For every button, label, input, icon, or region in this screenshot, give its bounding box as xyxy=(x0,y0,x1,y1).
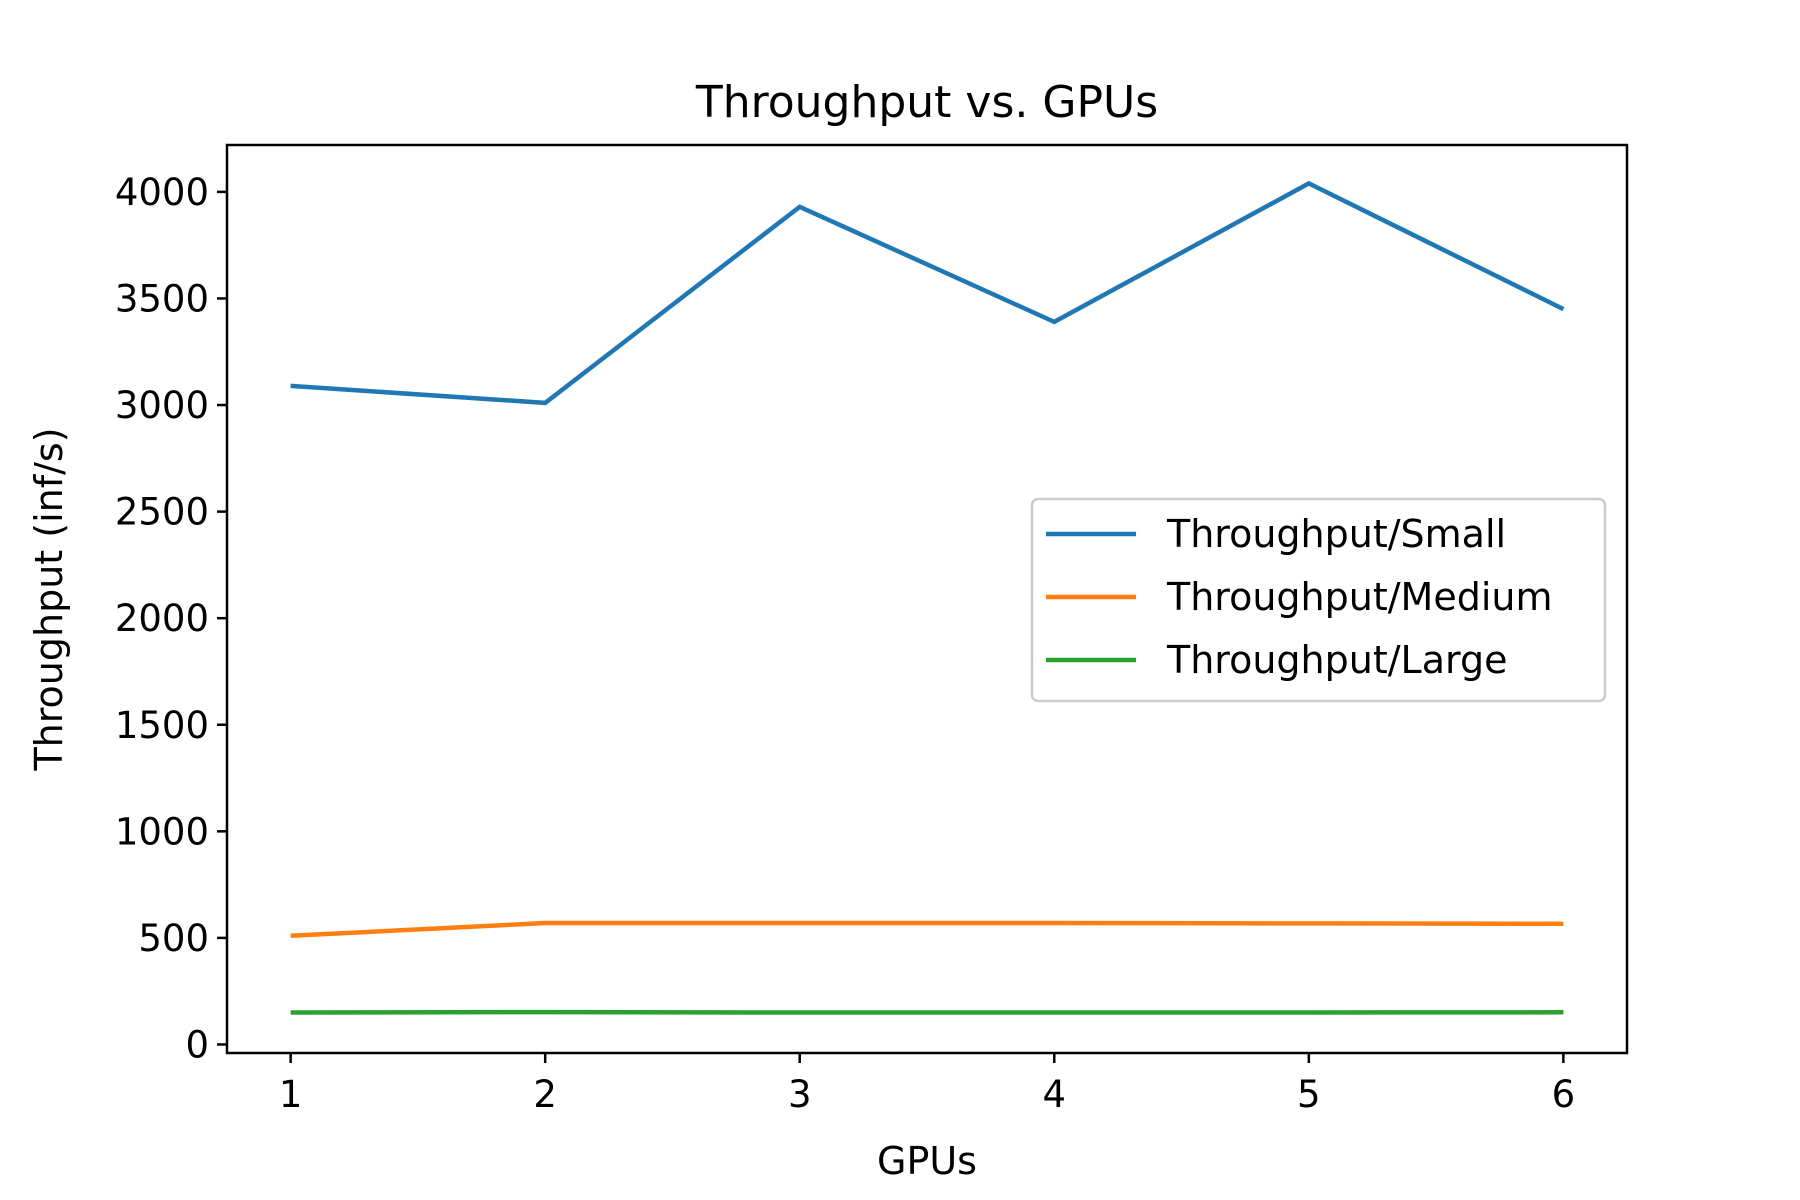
y-tick-label: 1000 xyxy=(115,810,209,853)
x-tick-label: 1 xyxy=(279,1073,303,1116)
chart-title: Throughput vs. GPUs xyxy=(695,77,1158,128)
x-axis: 1 2 3 4 5 6 xyxy=(279,1053,1575,1116)
x-axis-label: GPUs xyxy=(877,1139,977,1183)
legend-entry-label: Throughput/Medium xyxy=(1166,575,1552,619)
x-tick-label: 2 xyxy=(533,1073,557,1116)
legend-entry-label: Throughput/Large xyxy=(1166,638,1507,682)
x-tick-label: 5 xyxy=(1297,1073,1321,1116)
y-tick-label: 1500 xyxy=(115,704,209,747)
series-layer xyxy=(290,180,1565,1015)
y-tick-label: 2000 xyxy=(115,597,209,640)
x-tick-label: 4 xyxy=(1042,1073,1066,1116)
y-tick-label: 3000 xyxy=(115,384,209,427)
series-line-throughput-small xyxy=(290,180,1565,406)
legend: Throughput/Small Throughput/Medium Through… xyxy=(1030,497,1607,703)
y-tick-label: 500 xyxy=(138,917,209,960)
y-tick-label: 4000 xyxy=(115,171,209,214)
y-tick-label: 0 xyxy=(185,1023,209,1066)
legend-box xyxy=(1030,497,1607,703)
y-tick-label: 3500 xyxy=(115,277,209,320)
y-axis: 0 500 1000 1500 2000 2500 3000 3500 4000 xyxy=(115,171,227,1066)
series-line-throughput-medium xyxy=(290,920,1564,939)
x-tick-label: 3 xyxy=(788,1073,812,1116)
x-tick-label: 6 xyxy=(1552,1073,1576,1116)
legend-entry-label: Throughput/Small xyxy=(1166,512,1506,556)
y-axis-label: Throughput (inf/s) xyxy=(27,427,71,771)
y-tick-label: 2500 xyxy=(115,491,209,534)
plot-frame xyxy=(225,143,1629,1055)
